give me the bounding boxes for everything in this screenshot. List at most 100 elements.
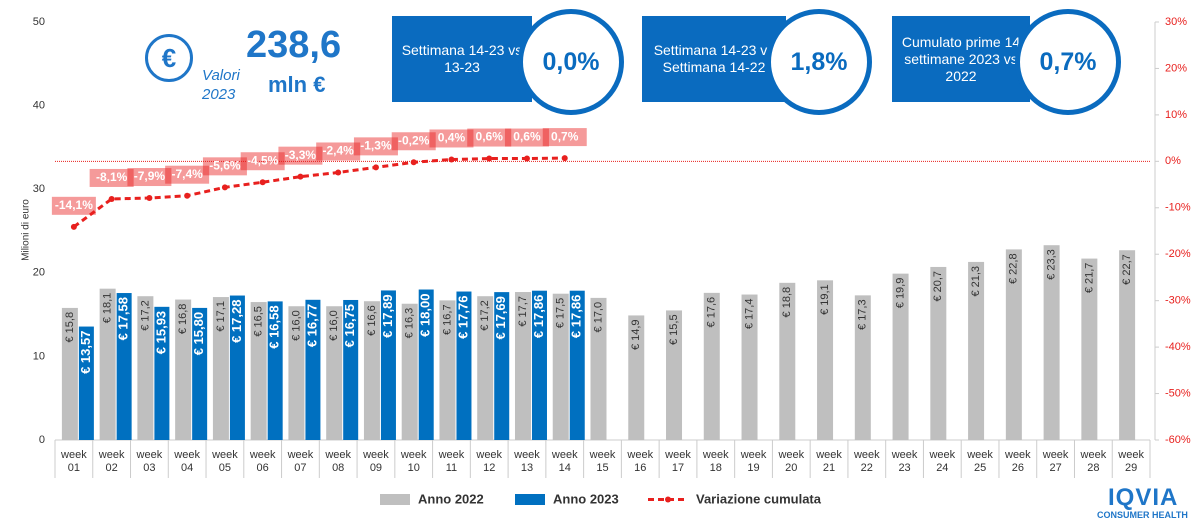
value-label: € 20,7 bbox=[932, 271, 944, 302]
y2-tick-label: -10% bbox=[1165, 202, 1191, 214]
kpi-value: 0,7% bbox=[1015, 9, 1121, 115]
caption: Valori 2023 bbox=[202, 67, 240, 103]
y2-tick-label: -40% bbox=[1165, 341, 1191, 353]
bar bbox=[456, 291, 472, 440]
kpi-value: 1,8% bbox=[766, 9, 872, 115]
bar bbox=[968, 261, 985, 440]
legend-label: Anno 2022 bbox=[418, 491, 484, 506]
value-label: € 17,58 bbox=[116, 297, 131, 340]
bar bbox=[741, 294, 758, 440]
value-label: € 18,8 bbox=[781, 287, 793, 318]
x-tick-label: week 09 bbox=[363, 449, 389, 474]
value-label: € 18,00 bbox=[418, 294, 433, 337]
value-label: -8,1% bbox=[96, 170, 128, 184]
legend-swatch bbox=[380, 494, 410, 505]
x-tick-label: week 06 bbox=[249, 449, 276, 474]
label-bg bbox=[353, 137, 398, 156]
x-tick-label: week 11 bbox=[438, 449, 465, 474]
value-label: € 17,1 bbox=[215, 301, 227, 332]
point bbox=[523, 155, 530, 162]
y2-tick-label: -20% bbox=[1165, 248, 1191, 260]
x-tick-label: week 19 bbox=[740, 449, 767, 474]
label-bg bbox=[278, 146, 323, 165]
value-label: € 17,0 bbox=[592, 302, 604, 333]
value-label: € 17,2 bbox=[139, 300, 151, 331]
value-label: € 17,4 bbox=[743, 299, 755, 330]
point bbox=[297, 173, 304, 180]
label-bg bbox=[429, 129, 474, 148]
value-label: € 22,7 bbox=[1121, 254, 1133, 285]
value-label: 0,7% bbox=[551, 129, 579, 143]
bar bbox=[78, 326, 94, 440]
bar bbox=[250, 302, 267, 440]
x-tick-label: week 01 bbox=[61, 449, 87, 474]
bar bbox=[854, 295, 871, 440]
x-tick-label: week 13 bbox=[514, 449, 540, 474]
kpi-box: Settimana 14-23 vs 13-23 bbox=[392, 16, 532, 102]
line bbox=[72, 156, 565, 229]
bar bbox=[892, 273, 909, 440]
value-label: € 16,8 bbox=[177, 304, 189, 335]
value-label: -14,1% bbox=[55, 198, 93, 212]
bar bbox=[569, 290, 585, 440]
bar bbox=[1043, 245, 1060, 440]
kpi-value: 0,0% bbox=[518, 9, 624, 115]
x-tick-label: week 16 bbox=[627, 449, 654, 474]
value-label: € 19,9 bbox=[894, 278, 906, 309]
point bbox=[70, 223, 77, 230]
bar bbox=[288, 306, 305, 440]
label-bg bbox=[51, 196, 96, 215]
value-label: -3,3% bbox=[285, 148, 317, 162]
label-bg bbox=[391, 132, 436, 151]
value-label: € 15,8 bbox=[64, 312, 76, 343]
value-label: € 15,93 bbox=[153, 311, 168, 354]
x-tick-label: week 14 bbox=[551, 449, 578, 474]
value-label: € 16,6 bbox=[366, 305, 378, 336]
x-tick-label: week 05 bbox=[212, 449, 238, 474]
bar bbox=[116, 293, 132, 440]
label-bg bbox=[127, 168, 172, 187]
total: 238,6 bbox=[246, 24, 342, 66]
value-label: -1,3% bbox=[360, 139, 392, 153]
value-label: € 22,8 bbox=[1008, 253, 1020, 284]
bar bbox=[418, 289, 434, 440]
y2-tick-label: -50% bbox=[1165, 387, 1191, 399]
value-label: € 17,2 bbox=[479, 300, 491, 331]
bar bbox=[363, 301, 380, 440]
bar bbox=[305, 299, 321, 440]
value-label: -5,6% bbox=[209, 159, 241, 173]
y-tick-label: 30 bbox=[33, 183, 45, 195]
point bbox=[372, 164, 379, 171]
label-bg bbox=[542, 128, 587, 147]
value-label: -4,5% bbox=[247, 153, 279, 167]
bar bbox=[590, 297, 607, 440]
value-label: € 21,3 bbox=[970, 266, 982, 297]
value-label: € 17,89 bbox=[380, 294, 395, 337]
point bbox=[108, 195, 115, 202]
bar bbox=[401, 303, 418, 440]
value-label: € 16,77 bbox=[304, 304, 319, 347]
label-bg bbox=[504, 128, 549, 147]
kpi-box: Cumulato prime 14 settimane 2023 vs 2022 bbox=[892, 16, 1030, 102]
value-label: € 17,5 bbox=[555, 298, 567, 329]
bar bbox=[343, 299, 359, 440]
label-bg bbox=[467, 128, 512, 147]
x-tick-label: week 24 bbox=[929, 449, 956, 474]
bar bbox=[154, 306, 170, 440]
legend-swatch bbox=[515, 494, 545, 505]
y2-tick-label: -30% bbox=[1165, 295, 1191, 307]
bar bbox=[175, 299, 192, 440]
point bbox=[410, 159, 417, 166]
y-tick-label: 50 bbox=[33, 16, 45, 28]
value-label: € 15,5 bbox=[668, 314, 680, 345]
bar bbox=[229, 295, 245, 440]
x-tick-label: week 03 bbox=[136, 449, 163, 474]
x-tick-label: week 15 bbox=[589, 449, 616, 474]
y2-tick-label: 30% bbox=[1165, 16, 1187, 28]
bar bbox=[494, 292, 510, 440]
value-label: 0,6% bbox=[476, 130, 504, 144]
logo-tagline: CONSUMER HEALTH bbox=[1097, 510, 1188, 520]
euro-icon: € bbox=[145, 34, 193, 82]
x-tick-label: week 27 bbox=[1042, 449, 1069, 474]
bar bbox=[439, 300, 456, 440]
